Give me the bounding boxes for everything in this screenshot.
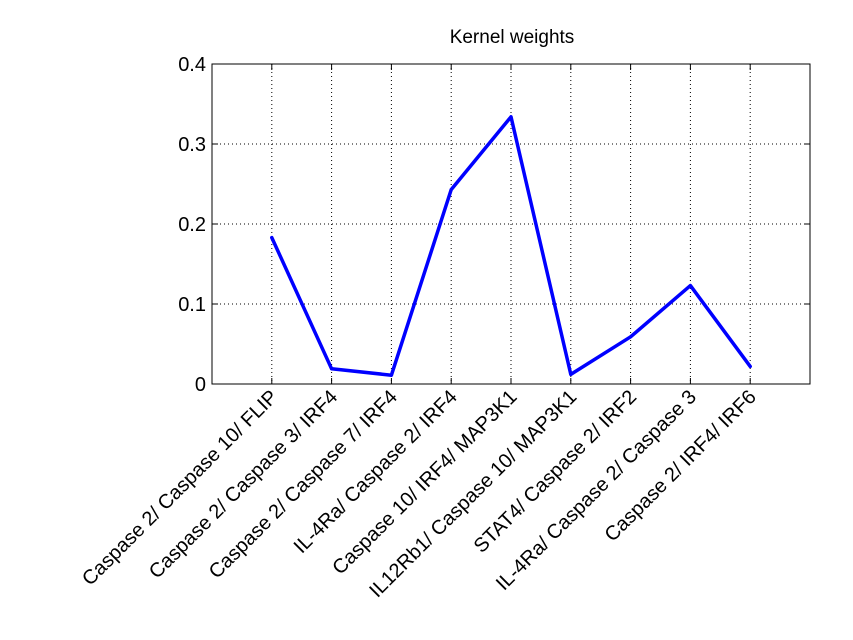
y-tick-label: 0 xyxy=(195,374,206,396)
data-point xyxy=(330,367,334,371)
y-tick-label: 0.1 xyxy=(178,294,206,316)
series-layer xyxy=(270,115,752,377)
data-point xyxy=(569,372,573,376)
tick-marks xyxy=(212,63,810,385)
data-point xyxy=(748,364,752,368)
data-point xyxy=(270,236,274,240)
data-point xyxy=(688,284,692,288)
data-point xyxy=(449,188,453,192)
data-point xyxy=(389,373,393,377)
y-tick-label: 0.3 xyxy=(178,134,206,156)
data-point xyxy=(629,335,633,339)
data-point xyxy=(509,115,513,119)
grid xyxy=(212,64,810,384)
y-tick-label: 0.4 xyxy=(178,54,206,76)
chart-title: Kernel weights xyxy=(450,27,575,48)
y-tick-label: 0.2 xyxy=(178,214,206,236)
y-tick-labels: 0 0.1 0.2 0.3 0.4 xyxy=(178,54,206,396)
